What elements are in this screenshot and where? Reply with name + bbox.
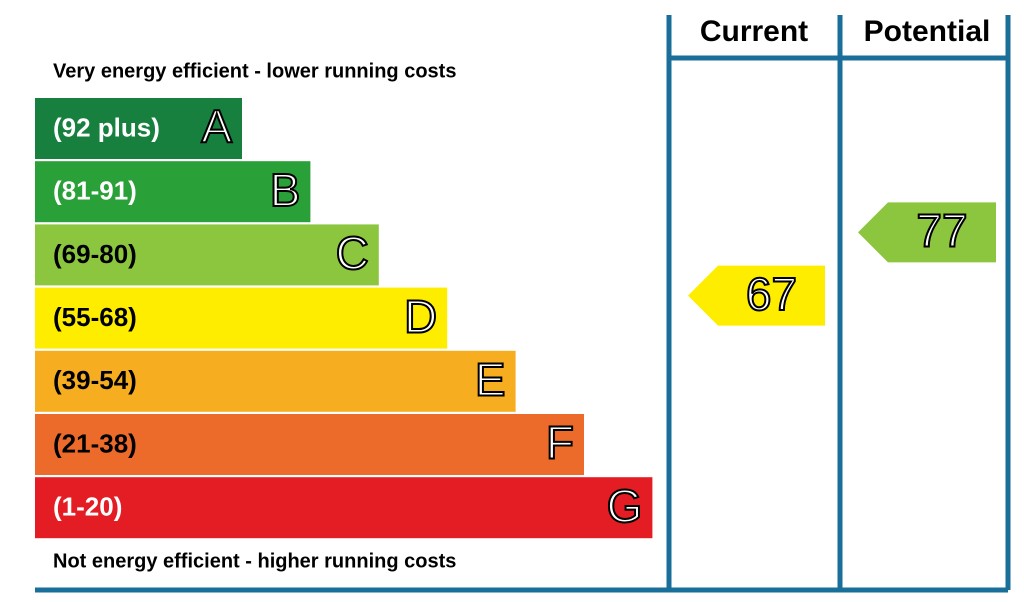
band-letter: F — [546, 417, 574, 469]
band-letter: E — [475, 353, 506, 405]
band-range: (39-54) — [53, 365, 137, 395]
band-letter: D — [404, 290, 437, 342]
band-range: (81-91) — [53, 176, 137, 206]
rating-value: 67 — [746, 268, 797, 320]
frame — [35, 15, 1011, 593]
band-bar — [35, 414, 584, 475]
top-note: Very energy efficient - lower running co… — [53, 60, 456, 82]
band-range: (55-68) — [53, 302, 137, 332]
column-header: Potential — [864, 15, 991, 48]
band-letter: C — [336, 227, 369, 279]
band-bar — [35, 224, 379, 286]
band-letter: G — [607, 480, 643, 532]
band-bar — [35, 287, 448, 349]
band-bar — [35, 477, 653, 539]
band-range: (21-38) — [53, 428, 137, 458]
band-bar — [35, 98, 242, 159]
band-bar — [35, 350, 516, 412]
band-letter: B — [270, 164, 301, 216]
bottom-note: Not energy efficient - higher running co… — [53, 550, 456, 572]
rating-arrow — [858, 202, 996, 263]
band-range: (92 plus) — [53, 112, 160, 142]
band-letter: A — [201, 101, 232, 153]
band-range: (69-80) — [53, 239, 137, 269]
column-header: Current — [700, 15, 808, 48]
band-range: (1-20) — [53, 492, 122, 522]
rating-value: 77 — [916, 205, 967, 257]
rating-arrow — [688, 265, 825, 326]
band-bar — [35, 161, 311, 223]
